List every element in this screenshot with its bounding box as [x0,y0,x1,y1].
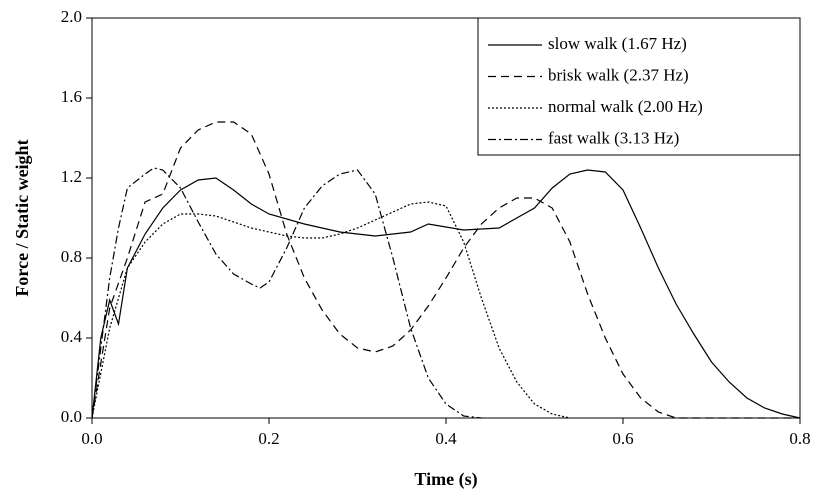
legend-label: normal walk (2.00 Hz) [548,97,703,116]
series-line [91,121,800,419]
series-line [91,167,482,419]
x-tick-label: 0.4 [435,429,457,448]
y-tick-label: 1.2 [61,167,82,186]
y-axis-title: Force / Static weight [12,139,32,296]
legend-box [477,17,801,156]
x-tick-label: 0.8 [789,429,810,448]
y-tick-label: 0.8 [61,247,82,266]
y-tick-label: 1.6 [61,87,82,106]
series-line [91,169,801,419]
x-axis-title: Time (s) [414,469,477,490]
y-tick-label: 0.4 [61,327,83,346]
legend-label: fast walk (3.13 Hz) [548,128,679,147]
x-tick-label: 0.2 [258,429,279,448]
y-tick-label: 0.0 [61,407,82,426]
legend-label: slow walk (1.67 Hz) [548,34,687,53]
y-tick-label: 2.0 [61,7,82,26]
x-tick-label: 0.6 [612,429,633,448]
series-line [91,201,571,419]
x-tick-label: 0.0 [81,429,102,448]
legend-label: brisk walk (2.37 Hz) [548,65,689,84]
